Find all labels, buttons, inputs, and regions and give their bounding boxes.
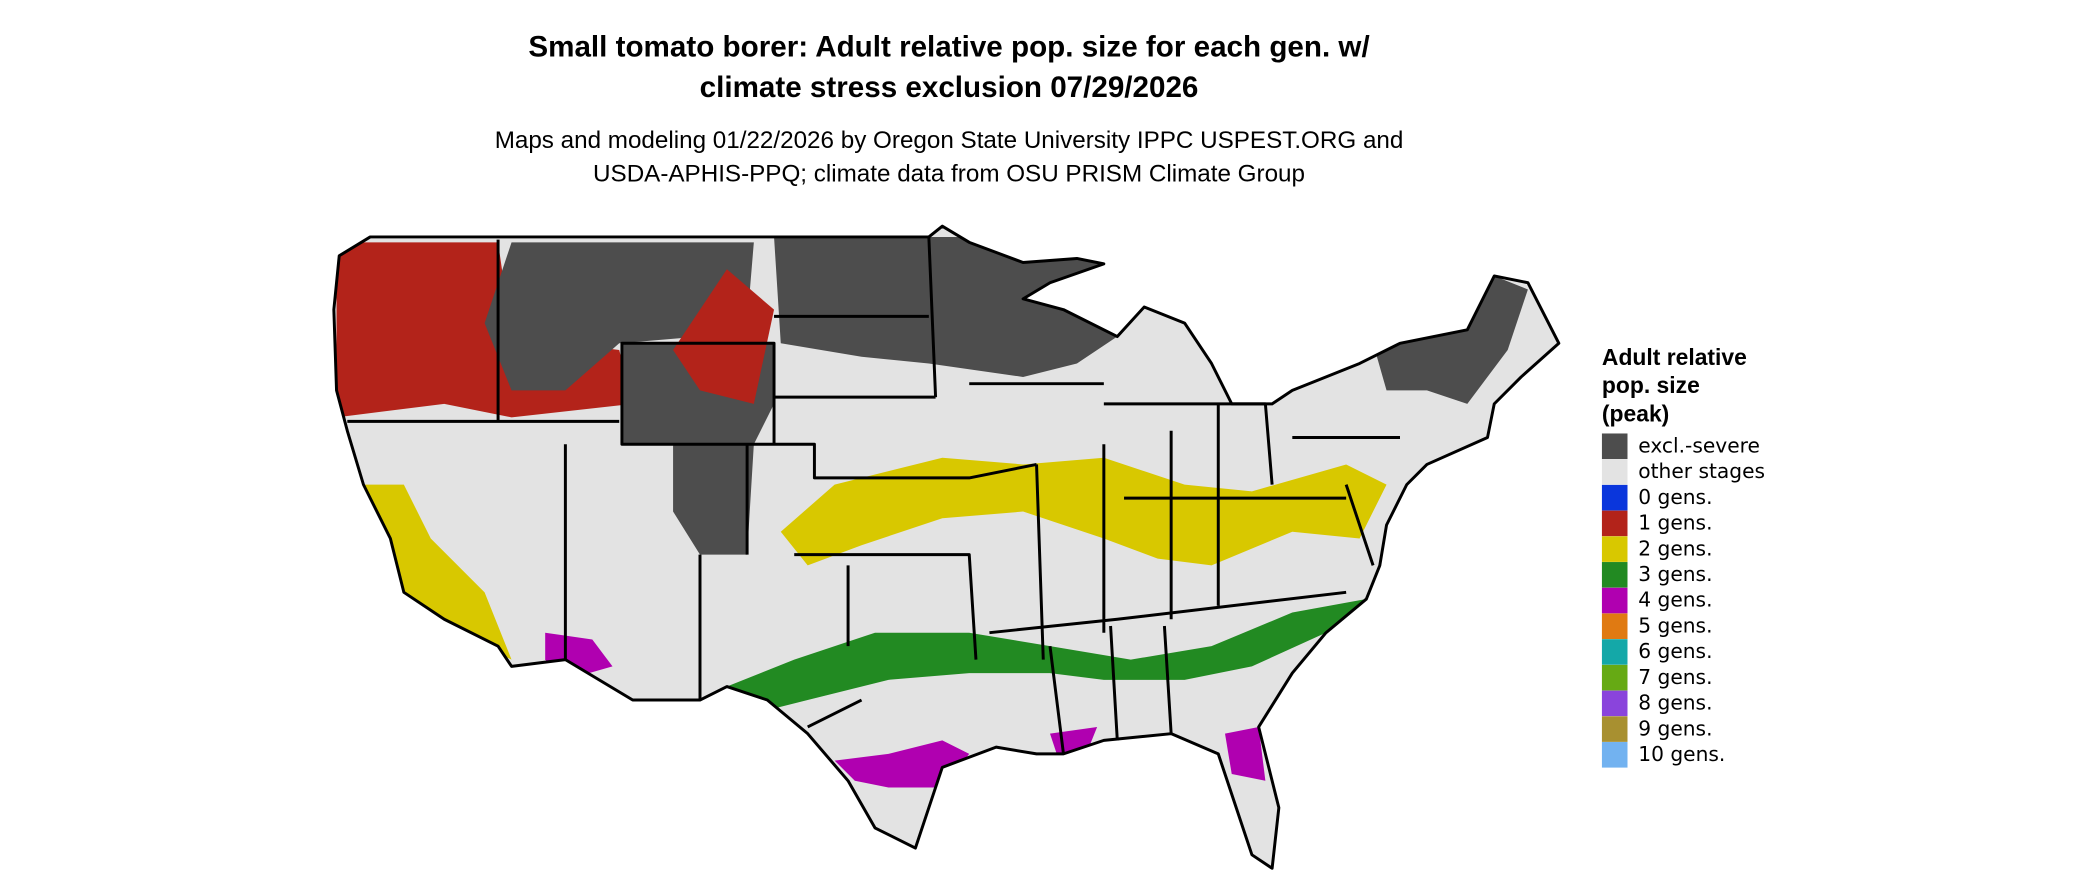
map-region [780, 457, 1387, 566]
legend-title: Adult relative [1602, 344, 1747, 370]
legend-label: 5 gens. [1638, 613, 1712, 637]
legend-swatch [1601, 613, 1628, 640]
title-line: climate stress exclusion 07/29/2026 [700, 71, 1199, 104]
subtitle-line: Maps and modeling 01/22/2026 by Oregon S… [495, 127, 1404, 154]
legend-label: 4 gens. [1638, 588, 1712, 612]
subtitle-line: USDA-APHIS-PPQ; climate data from OSU PR… [593, 161, 1305, 188]
legend-label: 2 gens. [1638, 536, 1712, 560]
map-region [726, 599, 1367, 714]
legend-swatch [1601, 716, 1628, 742]
legend-swatch [1601, 639, 1628, 665]
legend-label: 3 gens. [1638, 562, 1712, 586]
legend-label: 10 gens. [1638, 742, 1725, 766]
legend-swatch [1601, 562, 1628, 588]
state-lines [332, 224, 1561, 870]
map-region [363, 484, 512, 660]
legend-swatch [1601, 510, 1628, 537]
map-region [1225, 726, 1266, 781]
legend-swatch [1601, 587, 1628, 614]
legend-swatch [1601, 484, 1628, 511]
map-region [1373, 275, 1528, 404]
legend-label: 8 gens. [1638, 691, 1712, 715]
map-region [774, 236, 1118, 377]
legend-label: 6 gens. [1638, 639, 1712, 663]
legend-swatch [1601, 664, 1628, 691]
legend-swatch [1601, 459, 1628, 485]
map-region [834, 740, 970, 788]
legend-swatch [1601, 742, 1628, 768]
legend-label: 9 gens. [1638, 716, 1712, 740]
legend-label: other stages [1638, 459, 1765, 483]
map-region [484, 242, 754, 391]
legend-label: excl.-severe [1638, 433, 1760, 457]
legend-swatch [1601, 433, 1628, 460]
title-line: Small tomato borer: Adult relative pop. … [528, 31, 1369, 64]
legend-title: (peak) [1602, 400, 1669, 426]
legend-label: 7 gens. [1638, 665, 1712, 689]
legend-swatch [1601, 536, 1628, 562]
legend-swatch [1601, 690, 1628, 717]
map [333, 226, 1559, 869]
legend-label: 0 gens. [1638, 485, 1712, 509]
map-region [673, 269, 775, 404]
legend: Adult relative pop. size (peak) excl.-se… [1601, 344, 1765, 768]
legend-label: 1 gens. [1638, 511, 1712, 535]
legend-title: pop. size [1602, 372, 1700, 398]
